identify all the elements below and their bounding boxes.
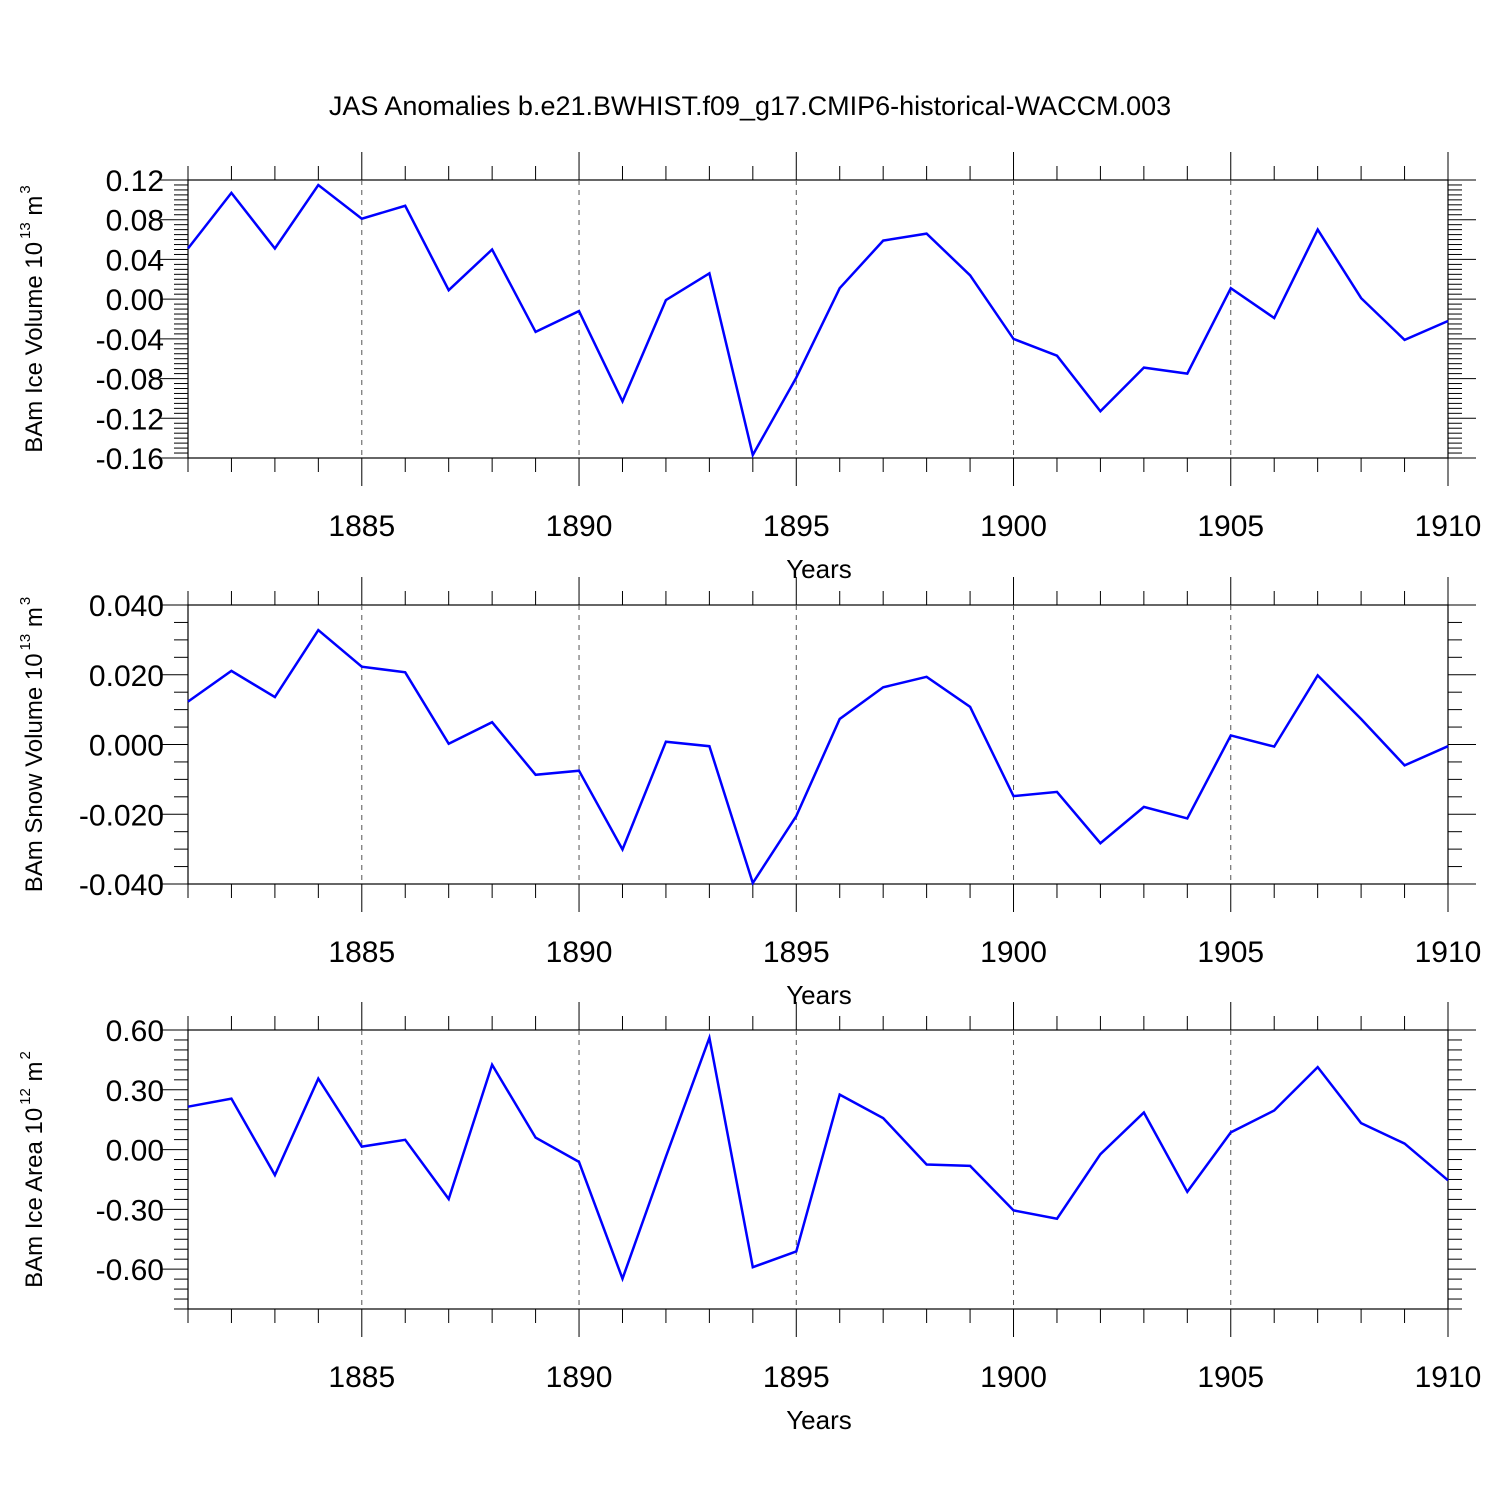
x-tick-label: 1910 [1415, 510, 1482, 543]
x-tick-label: 1905 [1197, 1361, 1264, 1394]
x-axis-label: Years [786, 1405, 852, 1435]
y-tick-label: 0.020 [89, 660, 164, 693]
y-label-exponent: 13 [17, 634, 34, 651]
y-tick-label: 0.00 [106, 1135, 164, 1168]
x-tick-label: 1910 [1415, 936, 1482, 969]
panel-1: 1885 1890 1895 1900 1905 1910 Years 0.12 0.08 0.0… [17, 152, 1481, 584]
x-tick-label: 1890 [546, 936, 613, 969]
y-axis-label: BAm Snow Volume 10 13 m 3 [17, 597, 48, 893]
x-tick-label: 1910 [1415, 1361, 1482, 1394]
y-label-unit-exponent: 2 [17, 1051, 34, 1059]
y-tick-label: -0.12 [96, 403, 164, 436]
x-tick-label: 1890 [546, 1361, 613, 1394]
y-tick-label: -0.020 [79, 799, 164, 832]
plot-frame [187, 179, 1449, 459]
y-label-unit: m [21, 607, 48, 634]
plot-frame [187, 604, 1449, 885]
y-tick-label: 0.12 [106, 165, 164, 198]
x-axis-label: Years [786, 980, 852, 1010]
y-label-unit-exponent: 3 [17, 597, 34, 605]
x-tick-label: 1900 [980, 1361, 1047, 1394]
series-line [187, 628, 1449, 886]
y-label-exponent: 13 [17, 222, 34, 239]
panel-3: 1885 1890 1895 1900 1905 1910 Years 0.60 0.30 0.0… [17, 1002, 1481, 1435]
x-tick-label: 1895 [763, 936, 830, 969]
x-tick-label: 1890 [546, 510, 613, 543]
y-tick-label: 0.040 [89, 590, 164, 623]
y-tick-label: -0.04 [96, 324, 164, 357]
y-label-unit: m [21, 196, 48, 223]
x-tick-label: 1885 [328, 1361, 395, 1394]
y-tick-label: 0.30 [106, 1075, 164, 1108]
chart-title: JAS Anomalies b.e21.BWHIST.f09_g17.CMIP6… [329, 91, 1171, 121]
y-tick-label: -0.60 [96, 1254, 164, 1287]
x-tick-label: 1900 [980, 510, 1047, 543]
y-tick-label: 0.08 [106, 205, 164, 238]
y-tick-label: -0.16 [96, 443, 164, 476]
panel-2: 1885 1890 1895 1900 1905 1910 Years 0.040 0.020 0… [17, 577, 1481, 1010]
y-label-main: BAm Ice Area 10 [21, 1108, 48, 1288]
y-label-main: BAm Ice Volume 10 [21, 242, 48, 453]
y-tick-label: -0.040 [79, 869, 164, 902]
series-line [187, 1033, 1449, 1283]
y-axis-label: BAm Ice Volume 10 13 m 3 [17, 185, 48, 452]
y-tick-label: 0.000 [89, 730, 164, 763]
y-axis-label: BAm Ice Area 10 12 m 2 [17, 1051, 48, 1288]
y-tick-label: 0.00 [106, 284, 164, 317]
y-label-unit-exponent: 3 [17, 185, 34, 193]
x-tick-label: 1905 [1197, 936, 1264, 969]
x-tick-label: 1895 [763, 510, 830, 543]
x-axis-label: Years [786, 554, 852, 584]
x-tick-label: 1885 [328, 510, 395, 543]
y-label-unit: m [21, 1061, 48, 1088]
y-label-exponent: 12 [17, 1088, 34, 1105]
x-tick-label: 1905 [1197, 510, 1264, 543]
y-tick-label: 0.60 [106, 1015, 164, 1048]
y-tick-label: 0.04 [106, 244, 164, 277]
y-tick-label: -0.08 [96, 364, 164, 397]
y-label-main: BAm Snow Volume 10 [21, 653, 48, 892]
x-tick-label: 1900 [980, 936, 1047, 969]
series-line [187, 183, 1449, 459]
x-tick-label: 1895 [763, 1361, 830, 1394]
y-tick-label: -0.30 [96, 1194, 164, 1227]
x-tick-label: 1885 [328, 936, 395, 969]
